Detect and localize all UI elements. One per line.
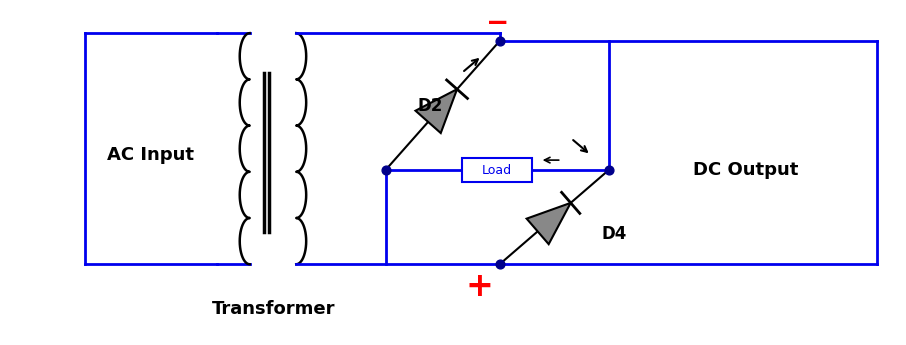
Text: +: + [466,269,494,303]
Text: Transformer: Transformer [212,300,335,318]
Text: −: − [486,9,509,37]
Polygon shape [416,89,457,133]
Text: D4: D4 [601,226,626,244]
Point [379,167,393,173]
Bar [462,158,532,183]
Text: AC Input: AC Input [107,146,194,164]
Text: Load: Load [482,164,512,177]
Point [492,38,506,44]
Polygon shape [526,203,571,244]
Point [492,262,506,267]
Point [602,167,616,173]
Text: D2: D2 [418,97,443,115]
Text: DC Output: DC Output [693,161,798,179]
